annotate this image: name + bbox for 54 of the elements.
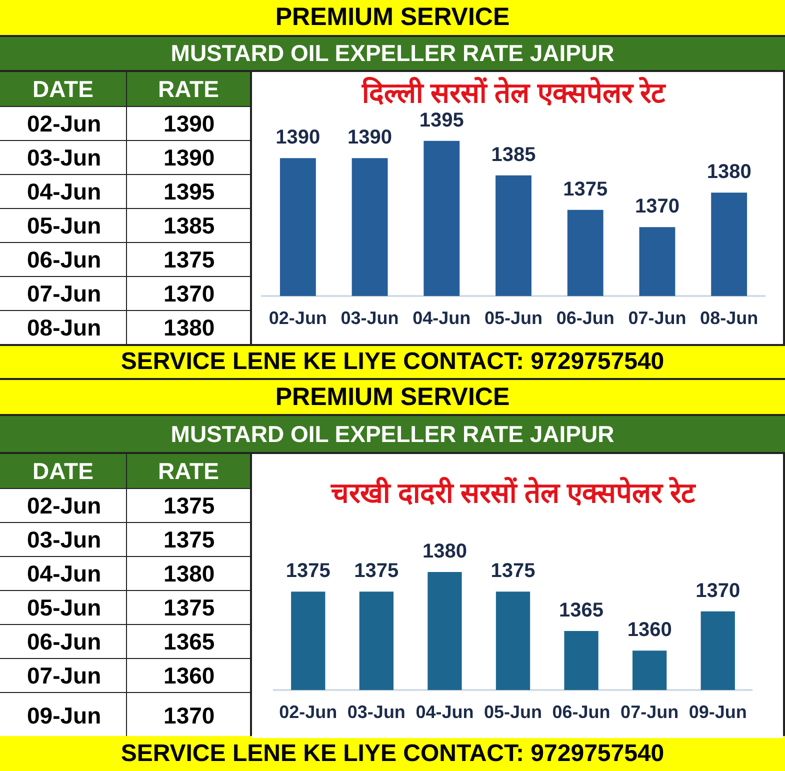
data-label: 1390 — [348, 126, 392, 149]
data-label: 1375 — [286, 560, 330, 582]
chart-title: दिल्ली सरसों तेल एक्सपेलर रेट — [360, 76, 666, 109]
text: 07-Jun 1370 — [27, 280, 215, 306]
data-label: 1375 — [563, 178, 608, 200]
text: SERVICE LENE KE LIYE CONTACT: 9729757540 — [120, 348, 664, 376]
data-label: 1370 — [696, 580, 740, 602]
text: 02-Jun 1390 — [27, 110, 215, 136]
text: 06-Jun 1365 — [27, 628, 215, 654]
text: PREMIUM SERVICE — [275, 382, 510, 412]
text: 09-Jun 1370 — [27, 702, 215, 728]
data-label: 1385 — [491, 144, 536, 166]
data-label: 1370 — [634, 196, 680, 218]
text: चरखी दादरी सरसों तेल एक्सपेलर रेट — [330, 476, 696, 509]
text: 04-Jun 1380 — [27, 560, 215, 586]
text: 03-Jun 1375 — [27, 526, 215, 552]
text: 06-Jun 1375 — [27, 246, 215, 272]
x-tick-label: 07-Jun — [628, 308, 686, 328]
data-label: 1360 — [627, 619, 672, 642]
text: 04-Jun 1395 — [27, 178, 215, 204]
x-tick-label: 06-Jun — [556, 308, 614, 328]
data-label: 1375 — [354, 560, 399, 582]
data-label: 1365 — [559, 600, 604, 622]
x-tick-label: 03-Jun — [347, 702, 406, 722]
text: 07-Jun 1360 — [27, 662, 215, 688]
data-label: 1395 — [419, 109, 464, 132]
x-tick-label: 04-Jun — [416, 702, 474, 722]
data-label: 1380 — [422, 540, 467, 563]
text: 03-Jun 1390 — [27, 144, 215, 170]
data-label: 1380 — [706, 161, 752, 184]
x-tick-label: 08-Jun — [700, 308, 758, 328]
text: DATE — [32, 458, 94, 484]
text: SERVICE LENE KE LIYE CONTACT: 9729757540 — [120, 740, 664, 768]
text: 08-Jun 1380 — [27, 314, 215, 340]
text: MUSTARD OIL EXPELLER RATE JAIPUR — [170, 420, 614, 448]
text: 02-Jun 1375 — [27, 492, 215, 518]
data-label: 1390 — [276, 126, 320, 149]
x-tick-label: 06-Jun — [552, 702, 610, 722]
text: MUSTARD OIL EXPELLER RATE JAIPUR — [170, 40, 614, 67]
x-tick-label: 05-Jun — [484, 308, 543, 328]
text: RATE — [158, 458, 219, 484]
text: 05-Jun 1375 — [27, 594, 215, 620]
x-tick-label: 03-Jun — [340, 308, 399, 328]
x-tick-label: 05-Jun — [484, 702, 542, 722]
x-tick-label: 02-Jun — [279, 702, 338, 722]
x-tick-label: 04-Jun — [412, 308, 471, 328]
x-tick-label: 09-Jun — [688, 702, 747, 722]
x-tick-label: 07-Jun — [620, 702, 679, 722]
text: 05-Jun 1385 — [27, 212, 215, 238]
text: DATE — [32, 76, 94, 102]
text: RATE — [158, 76, 219, 102]
x-tick-label: 02-Jun — [268, 308, 327, 328]
text: PREMIUM SERVICE — [275, 3, 510, 32]
data-label: 1375 — [490, 560, 536, 582]
